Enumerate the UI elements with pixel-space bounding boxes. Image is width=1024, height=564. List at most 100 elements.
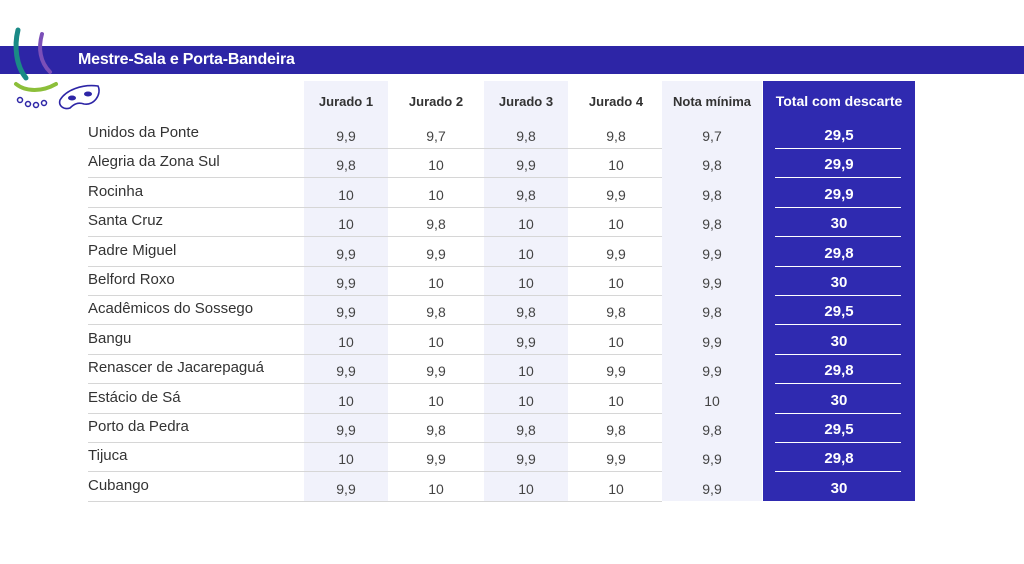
row-divider — [88, 471, 662, 473]
score-cell: 9,9 — [336, 275, 356, 291]
total-column-shade — [763, 81, 915, 501]
row-divider — [88, 353, 662, 355]
total-cell: 29,8 — [824, 244, 854, 262]
score-cell: 9,9 — [336, 422, 356, 438]
row-divider — [88, 236, 662, 238]
column-header: Nota mínima — [672, 94, 751, 109]
carnival-mask-logo-icon — [13, 27, 100, 110]
score-cell: 10 — [518, 392, 534, 409]
score-cell: 9,9 — [702, 333, 722, 350]
score-cell: 9,9 — [516, 333, 536, 350]
school-name: Estácio de Sá — [88, 388, 181, 406]
school-name: Unidos da Ponte — [88, 124, 199, 141]
title-banner: Mestre-Sala e Porta-Bandeira — [0, 46, 1024, 74]
score-cell: 9,9 — [426, 363, 446, 380]
score-cell: 10 — [338, 186, 354, 203]
school-name: Tijuca — [88, 447, 128, 465]
row-divider — [88, 295, 662, 296]
school-name: Belford Roxo — [88, 271, 175, 288]
score-cell: 9,8 — [702, 422, 722, 438]
total-row-divider — [775, 177, 901, 179]
total-cell: 29,9 — [824, 156, 854, 174]
score-cell: 9,9 — [336, 480, 356, 497]
score-cell: 9,9 — [606, 186, 626, 203]
total-row-divider — [775, 412, 901, 414]
score-cell: 10 — [428, 392, 444, 409]
score-cell: 9,8 — [426, 216, 446, 233]
row-divider — [88, 500, 662, 502]
score-cell: 9,7 — [702, 128, 722, 144]
score-cell: 9,9 — [606, 245, 626, 262]
score-cell: 9,9 — [702, 480, 722, 497]
score-cell: 9,9 — [336, 128, 356, 144]
score-cell: 9,7 — [426, 128, 446, 144]
score-cell: 9,9 — [336, 304, 356, 321]
total-row-divider — [775, 206, 901, 208]
total-cell: 30 — [830, 274, 848, 291]
total-row-divider — [775, 353, 901, 355]
score-cell: 9,8 — [516, 186, 536, 203]
total-cell: 30 — [830, 215, 848, 233]
score-cell: 9,8 — [606, 422, 626, 438]
total-cell: 29,8 — [824, 362, 854, 380]
score-cell: 9,8 — [516, 304, 536, 321]
score-cell: 9,9 — [516, 451, 536, 468]
score-cell: 10 — [608, 275, 624, 291]
row-divider — [88, 265, 662, 267]
score-cell: 9,9 — [702, 275, 722, 291]
school-name: Cubango — [88, 476, 149, 494]
score-cell: 9,8 — [516, 128, 536, 144]
score-cell: 10 — [518, 275, 534, 291]
total-row-divider — [775, 265, 901, 267]
total-cell: 29,8 — [824, 450, 854, 468]
score-cell: 10 — [608, 157, 624, 174]
column-header: Total com descarte — [775, 93, 903, 109]
column-header: Jurado 1 — [318, 94, 374, 109]
total-cell: 29,9 — [824, 185, 854, 203]
school-name: Acadêmicos do Sossego — [88, 300, 254, 318]
row-divider — [88, 148, 662, 149]
score-cell: 10 — [338, 333, 354, 350]
score-cell: 10 — [608, 333, 624, 350]
score-cell: 9,9 — [426, 245, 446, 262]
row-divider — [88, 412, 662, 414]
score-cell: 9,9 — [336, 245, 356, 262]
score-cell: 9,9 — [426, 451, 446, 468]
score-cell: 9,9 — [606, 451, 626, 468]
score-cell: 10 — [338, 392, 354, 409]
total-cell: 30 — [830, 479, 848, 497]
total-row-divider — [775, 324, 901, 326]
school-name: Rocinha — [88, 182, 144, 200]
score-cell: 9,8 — [606, 128, 626, 144]
total-row-divider — [775, 148, 901, 149]
total-cell: 29,5 — [824, 421, 854, 438]
total-row-divider — [775, 295, 901, 296]
page-title: Mestre-Sala e Porta-Bandeira — [78, 51, 295, 68]
score-cell: 9,9 — [606, 363, 626, 380]
school-name: Santa Cruz — [88, 212, 164, 230]
total-cell: 29,5 — [824, 303, 854, 321]
row-divider — [88, 442, 662, 443]
score-cell: 10 — [518, 480, 534, 497]
column-header: Jurado 3 — [498, 94, 554, 109]
column-header: Jurado 4 — [588, 94, 644, 109]
score-cell: 9,9 — [702, 451, 722, 468]
column-header: Jurado 2 — [408, 94, 464, 109]
score-cell: 9,9 — [702, 245, 722, 262]
score-cell: 10 — [428, 157, 444, 174]
total-row-divider — [775, 500, 901, 502]
score-cell: 9,9 — [336, 363, 356, 380]
school-name: Renascer de Jacarepaguá — [88, 359, 264, 377]
column-shade — [304, 81, 388, 501]
total-cell: 30 — [830, 391, 848, 409]
score-cell: 9,8 — [426, 422, 446, 438]
total-cell: 30 — [830, 332, 848, 350]
score-cell: 9,9 — [516, 157, 536, 174]
score-cell: 10 — [428, 275, 444, 291]
school-name: Porto da Pedra — [88, 418, 189, 435]
total-row-divider — [775, 236, 901, 238]
score-cell: 10 — [428, 333, 444, 350]
school-name: Padre Miguel — [88, 241, 177, 259]
row-divider — [88, 324, 662, 326]
score-cell: 10 — [338, 216, 354, 233]
